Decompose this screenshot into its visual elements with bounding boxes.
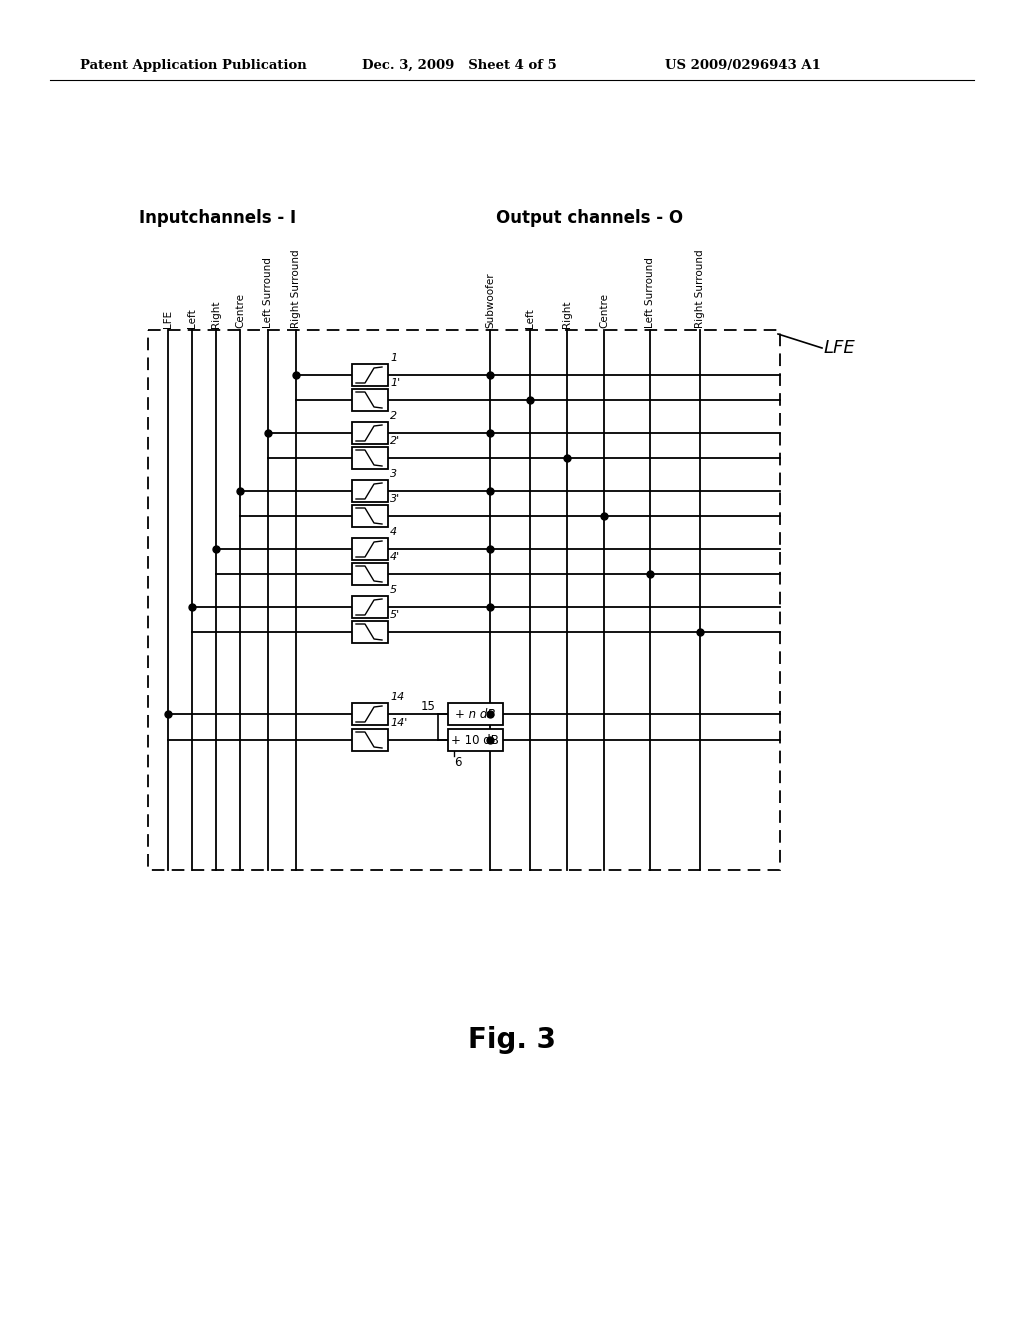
Text: 3: 3	[390, 469, 397, 479]
Text: Fig. 3: Fig. 3	[468, 1026, 556, 1053]
Bar	[352, 620, 388, 643]
Text: Right: Right	[562, 301, 572, 327]
Text: US 2009/0296943 A1: US 2009/0296943 A1	[665, 58, 821, 71]
Bar	[352, 480, 388, 502]
Bar	[352, 564, 388, 585]
Text: Left Surround: Left Surround	[263, 257, 273, 327]
Bar	[352, 597, 388, 618]
Text: 14: 14	[390, 692, 404, 702]
Bar	[352, 364, 388, 385]
Text: + n dB: + n dB	[455, 708, 496, 721]
Text: 4: 4	[390, 527, 397, 537]
Text: Dec. 3, 2009   Sheet 4 of 5: Dec. 3, 2009 Sheet 4 of 5	[362, 58, 557, 71]
Bar	[352, 422, 388, 444]
Text: + 10 dB: + 10 dB	[451, 734, 499, 747]
Text: 1: 1	[390, 352, 397, 363]
Text: 14': 14'	[390, 718, 408, 729]
Bar	[352, 447, 388, 469]
Text: 2': 2'	[390, 436, 400, 446]
Bar	[352, 704, 388, 725]
Text: Left: Left	[525, 309, 535, 327]
Text: Left Surround: Left Surround	[645, 257, 655, 327]
Text: LFE: LFE	[824, 339, 856, 356]
Text: Patent Application Publication: Patent Application Publication	[80, 58, 307, 71]
Text: 2: 2	[390, 411, 397, 421]
Text: Inputchannels - I: Inputchannels - I	[139, 209, 297, 227]
Text: 15: 15	[421, 700, 435, 713]
Text: Right: Right	[211, 301, 221, 327]
Text: 4': 4'	[390, 552, 400, 562]
Bar	[447, 729, 503, 751]
Text: 5: 5	[390, 585, 397, 595]
Text: Centre: Centre	[234, 293, 245, 327]
Text: Right Surround: Right Surround	[291, 249, 301, 327]
Text: Centre: Centre	[599, 293, 609, 327]
Text: 5': 5'	[390, 610, 400, 620]
Text: 3': 3'	[390, 494, 400, 504]
Bar	[352, 506, 388, 527]
Text: LFE: LFE	[163, 310, 173, 327]
Bar	[352, 539, 388, 560]
Bar	[148, 330, 780, 870]
Text: Subwoofer: Subwoofer	[485, 272, 495, 327]
Text: 6: 6	[454, 756, 461, 770]
Text: Right Surround: Right Surround	[695, 249, 705, 327]
Bar	[447, 704, 503, 725]
Bar	[352, 729, 388, 751]
Text: Output channels - O: Output channels - O	[497, 209, 684, 227]
Text: 1': 1'	[390, 378, 400, 388]
Text: Left: Left	[187, 309, 197, 327]
Bar	[352, 389, 388, 411]
